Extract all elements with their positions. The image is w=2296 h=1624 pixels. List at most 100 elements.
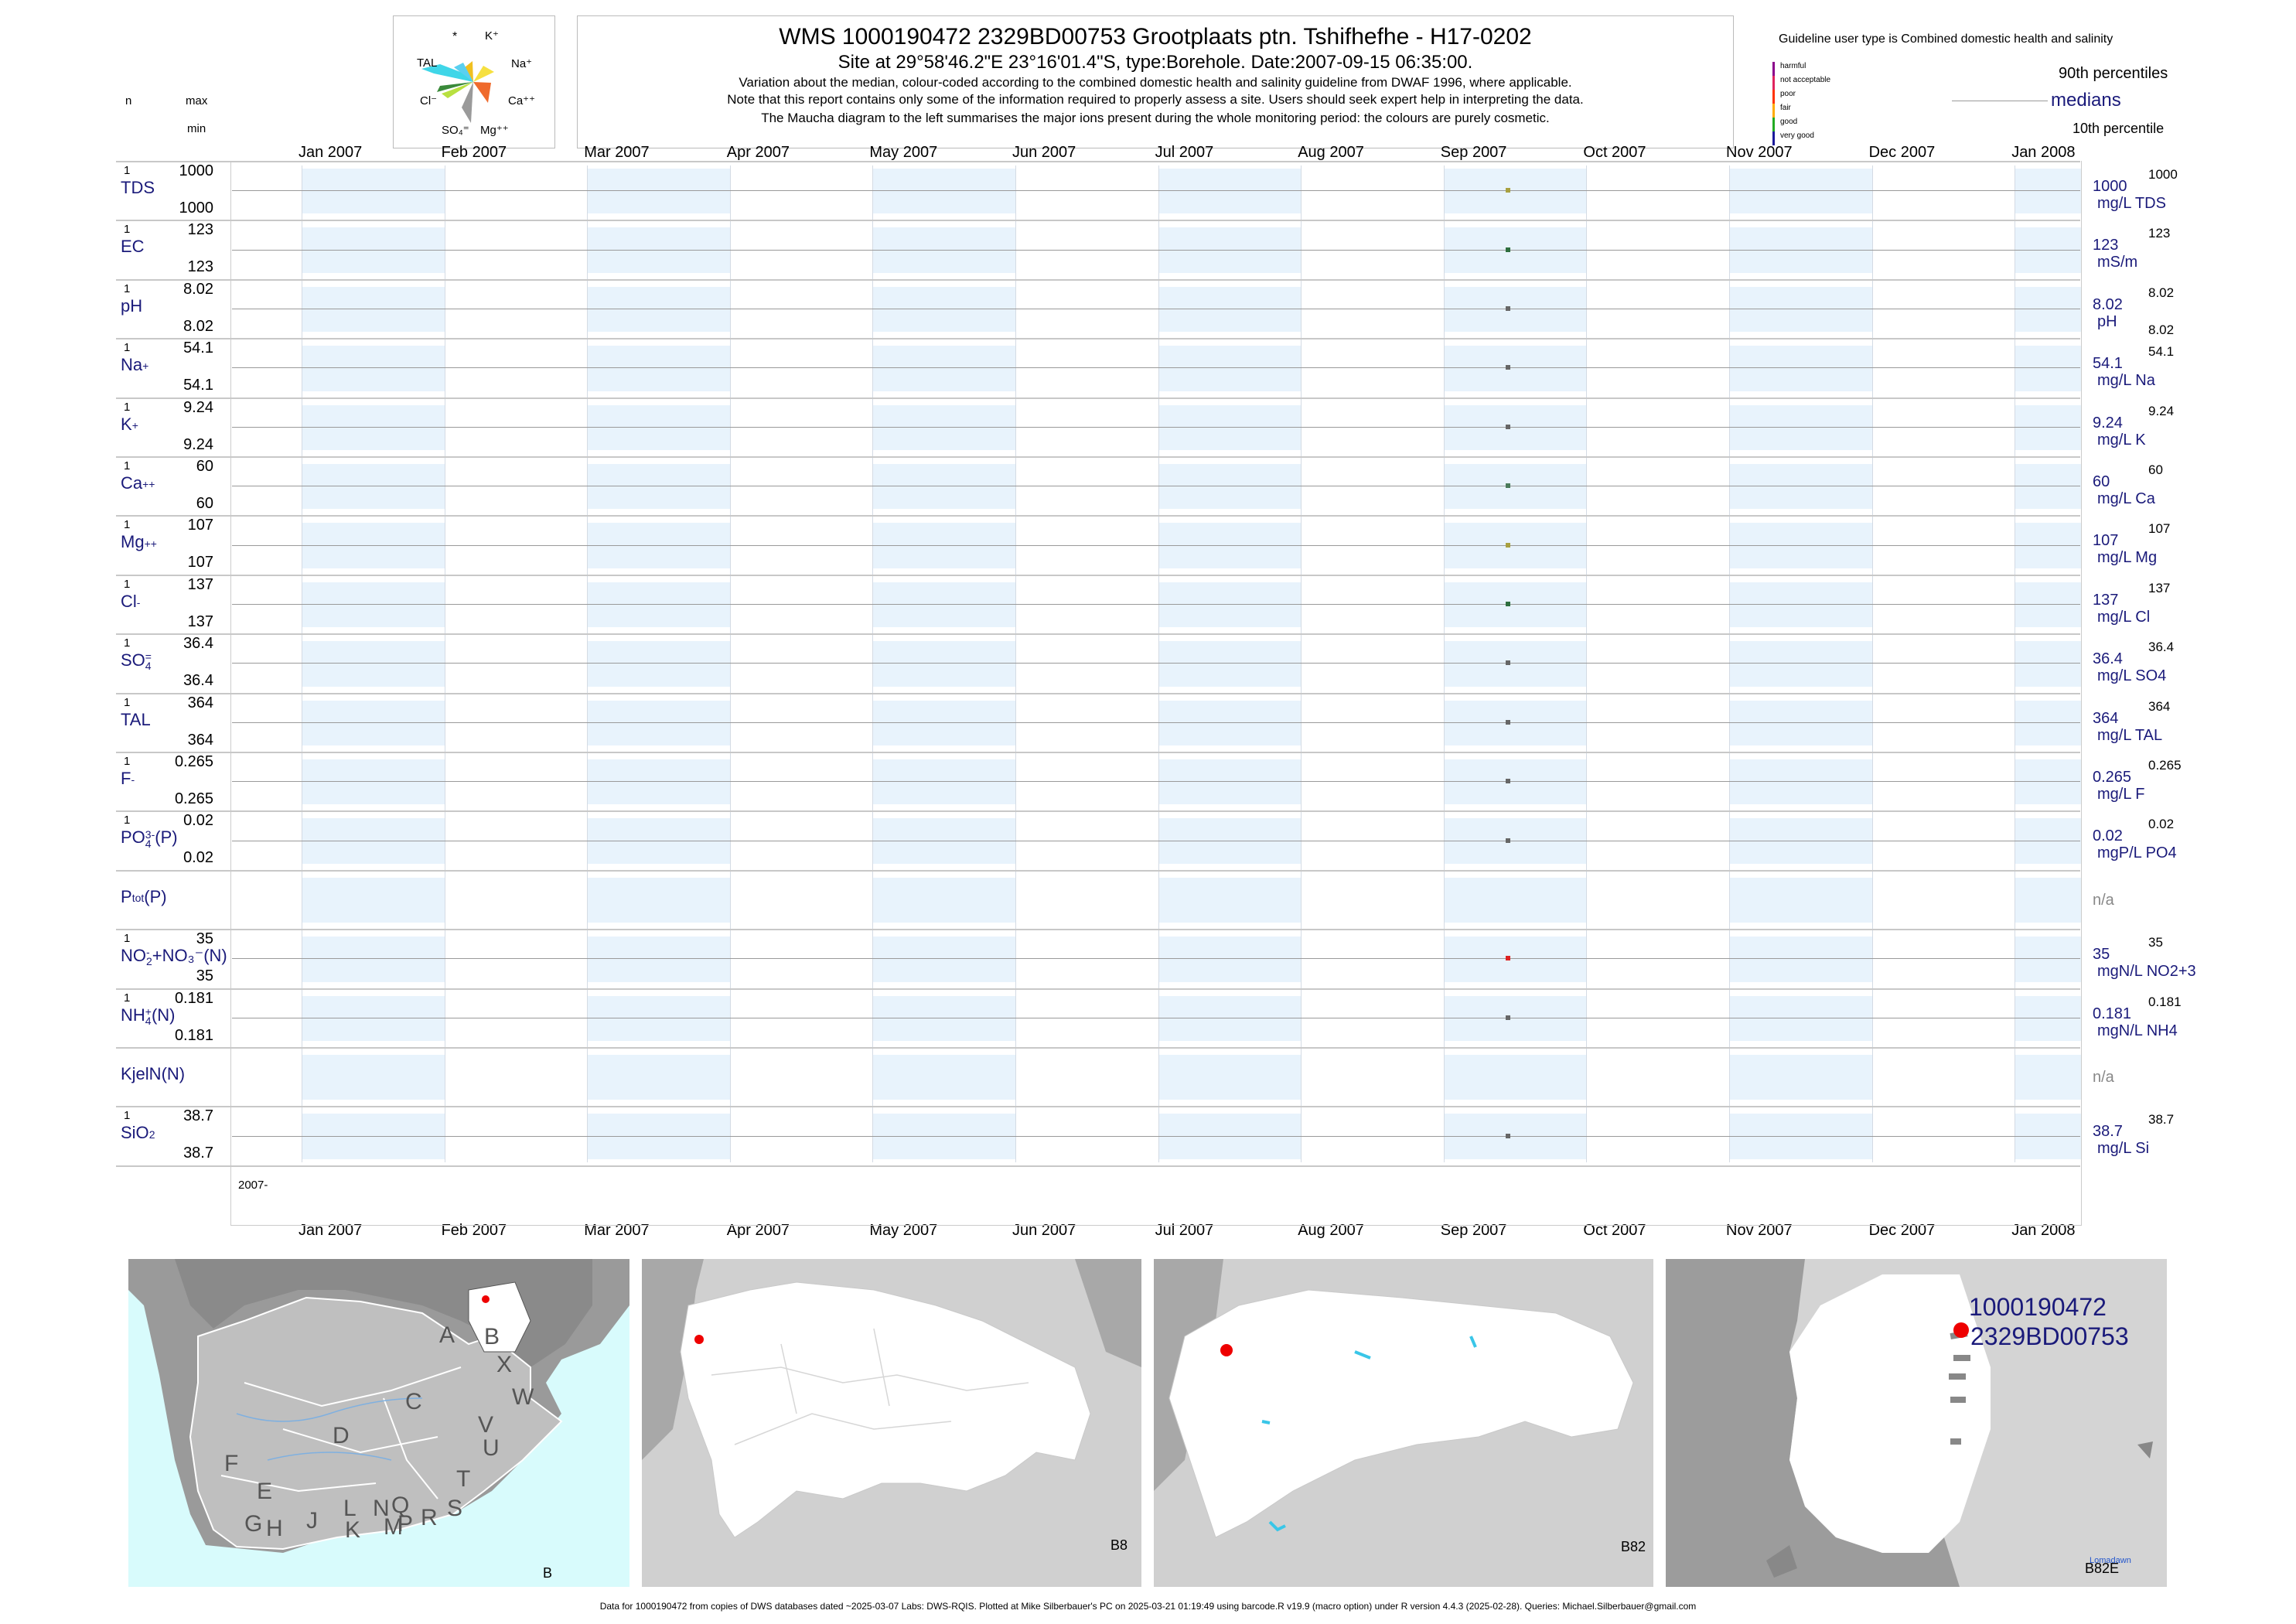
region-letter: V [478, 1412, 494, 1438]
variable-label: K + [121, 415, 138, 435]
sample-count: 1 [124, 164, 131, 177]
median-line [232, 249, 2080, 251]
sample-point [1505, 838, 1510, 843]
top-month-label: Mar 2007 [584, 144, 650, 161]
b8-map-graphic [642, 1259, 1141, 1587]
variable-name: NH [121, 1005, 145, 1025]
max-value: 0.181 [174, 989, 213, 1007]
row-separator [116, 869, 2080, 872]
variable-label: TDS [121, 178, 155, 198]
map2-label: B8 [1110, 1537, 1128, 1553]
p90-value: 364 [2148, 698, 2171, 714]
variable-scripts: 2 [148, 1128, 155, 1141]
month-gridline [1871, 165, 1873, 1162]
site-id-label: 1000190472 [1969, 1293, 2107, 1321]
month-band [1158, 877, 1302, 923]
map1-label: B [543, 1565, 553, 1581]
row-separator [116, 810, 2080, 813]
top-month-label: Feb 2007 [441, 144, 507, 161]
sample-point [1505, 1133, 1510, 1138]
b82e-map-graphic [1666, 1259, 2167, 1587]
month-gridline [587, 165, 588, 1162]
month-band [1443, 759, 1587, 805]
variable-superscript: - [131, 773, 135, 786]
month-band [2015, 169, 2082, 214]
variable-suffix: (N) [151, 1005, 176, 1025]
legend-class-label: poor [1780, 90, 1796, 98]
max-value: 0.265 [174, 753, 213, 770]
max-value: 35 [196, 930, 213, 948]
note-line-3: The Maucha diagram to the left summarise… [761, 111, 1550, 125]
unit-label: mgN/L NH4 [2097, 1022, 2178, 1039]
variable-suffix: (P) [155, 827, 178, 848]
max-value: 54.1 [183, 339, 213, 357]
month-band [1158, 1055, 1302, 1100]
row-separator [116, 515, 2080, 517]
month-band [1729, 464, 1872, 510]
bottom-month-label: Jul 2007 [1155, 1222, 1214, 1239]
variable-subscript: 4 [145, 660, 152, 673]
maucha-cl-label: Cl⁻ [420, 94, 438, 107]
variable-name: pH [121, 295, 143, 316]
variable-label: NH +4 (N) [121, 1005, 176, 1027]
legend-class-label: fair [1780, 104, 1791, 112]
row-separator [116, 278, 2080, 281]
sample-count: 1 [124, 223, 131, 237]
variable-label: TAL [121, 710, 151, 730]
legend-swatch [1772, 104, 1775, 118]
region-letter: N [373, 1496, 390, 1521]
month-band [587, 877, 730, 923]
month-band [1158, 169, 1302, 214]
month-gridline [1015, 165, 1016, 1162]
p90-value: 36.4 [2148, 640, 2175, 655]
variable-subscript: 2 [148, 1128, 155, 1141]
variable-suffix: +NO₃⁻(N) [152, 946, 227, 966]
month-band [1443, 877, 1587, 923]
median-value: 364 [2093, 709, 2119, 727]
variable-scripts: + [132, 420, 138, 431]
median-value: 9.24 [2093, 414, 2123, 432]
median-line [232, 958, 2080, 960]
p90-value: 1000 [2148, 167, 2178, 182]
p90-value: 0.02 [2148, 817, 2175, 832]
month-band [1729, 759, 1872, 805]
col-head-n: n [125, 94, 132, 107]
month-gridline [872, 165, 874, 1162]
unit-label: mg/L Si [2097, 1140, 2150, 1158]
p90-value: 54.1 [2148, 344, 2175, 360]
variable-superscript: ++ [142, 478, 155, 491]
variable-name: PO [121, 827, 145, 848]
top-month-label: Jul 2007 [1155, 144, 1214, 161]
variable-name: P [121, 886, 132, 906]
median-line [232, 544, 2080, 546]
title-box: WMS 1000190472 2329BD00753 Grootplaats p… [577, 15, 1734, 148]
month-band [587, 759, 730, 805]
sample-count: 1 [124, 577, 131, 591]
unit-label: mS/m [2097, 254, 2138, 271]
sample-point [1505, 247, 1510, 252]
median-line [232, 426, 2080, 428]
variable-subscript: 4 [145, 1014, 152, 1027]
region-letter: T [456, 1466, 471, 1492]
sample-point [1505, 365, 1510, 370]
map-region-b8: B8 [642, 1259, 1141, 1587]
bottom-month-label: Nov 2007 [1726, 1222, 1793, 1239]
month-gridline [1301, 165, 1302, 1162]
top-month-label: Apr 2007 [726, 144, 790, 161]
maucha-polygon [421, 61, 494, 123]
min-value: 0.181 [174, 1026, 213, 1044]
median-value: 0.02 [2093, 827, 2123, 845]
max-value: 36.4 [183, 635, 213, 653]
sample-count: 1 [124, 518, 131, 532]
sample-point [1505, 779, 1510, 784]
unit-label: mg/L F [2097, 786, 2145, 803]
row-separator [116, 1106, 2080, 1108]
variable-label: KjelN(N) [121, 1064, 185, 1084]
maucha-ca-label: Ca⁺⁺ [508, 94, 536, 107]
min-value: 35 [196, 967, 213, 985]
sample-point [1505, 719, 1510, 725]
month-band [1729, 877, 1872, 923]
maucha-na-label: Na⁺ [511, 57, 533, 70]
map-region-b82: B82 [1154, 1259, 1653, 1587]
variable-name: SO [121, 650, 145, 670]
